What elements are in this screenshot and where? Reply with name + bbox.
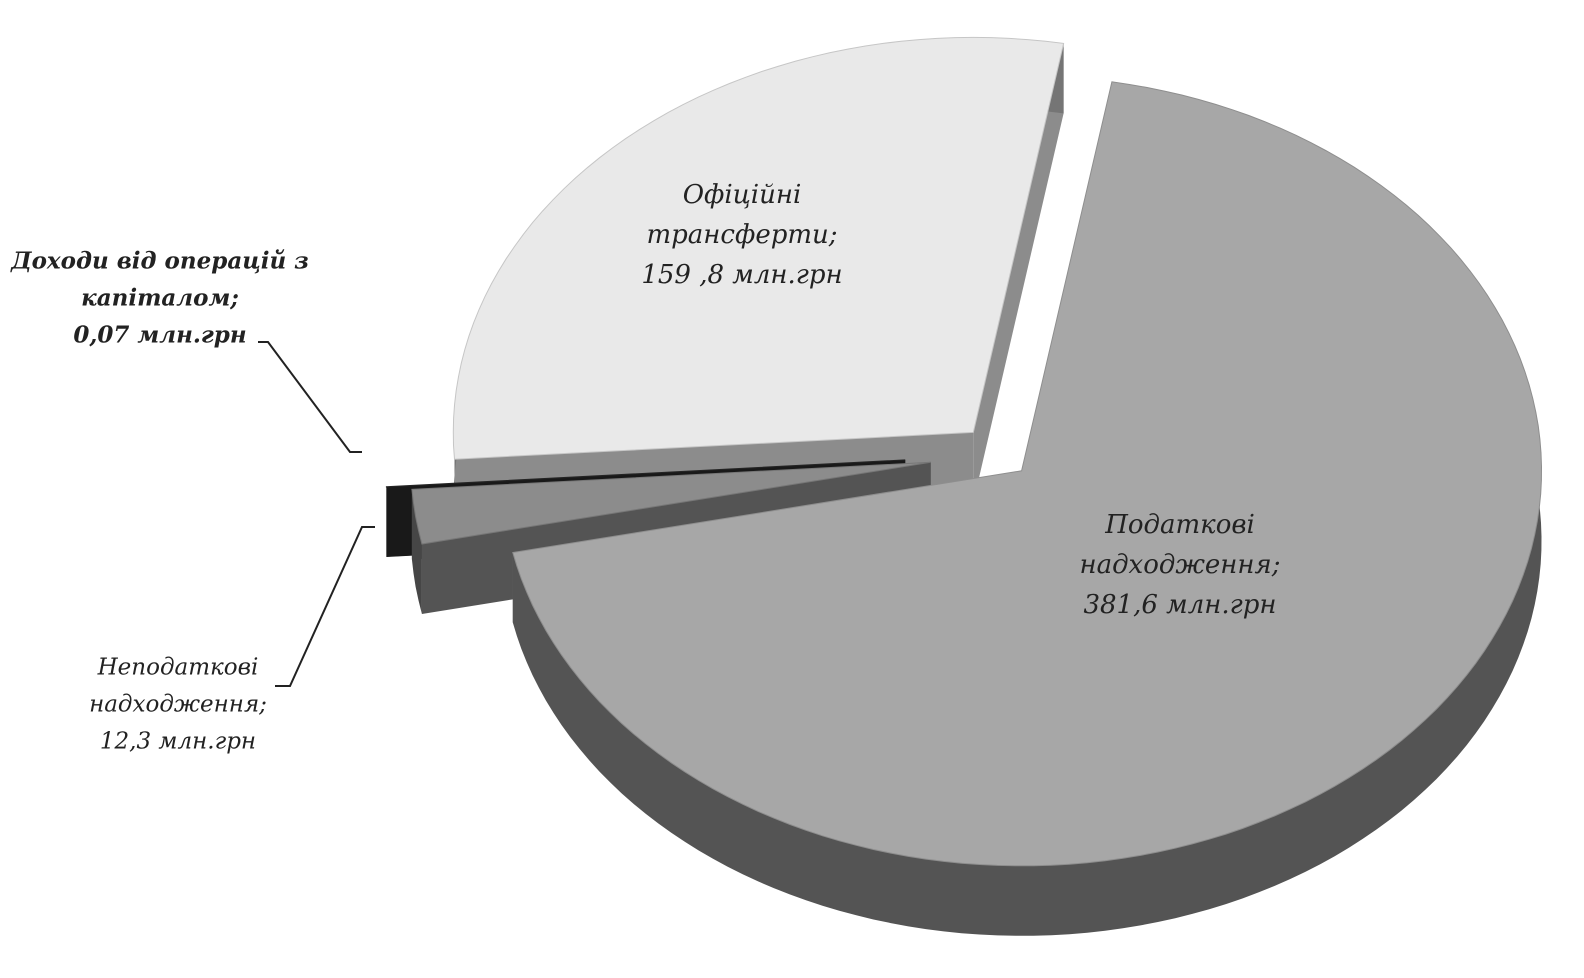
slice-wall xyxy=(973,43,1064,503)
category-label: Доходи від операцій з капіталом; xyxy=(11,247,309,312)
slice-label: Офіційні трансферти; 159 ,8 млн.грн xyxy=(612,175,872,295)
slice-label: Доходи від операцій з капіталом; 0,07 мл… xyxy=(0,243,325,354)
slice xyxy=(411,461,931,545)
slices xyxy=(385,36,1543,936)
category-label: Податкові надходження; xyxy=(1079,510,1281,580)
slice-label: Неподаткові надходження; 12,3 млн.грн xyxy=(48,650,308,761)
slice xyxy=(385,459,906,488)
slice-label: Податкові надходження; 381,6 млн.грн xyxy=(1030,505,1330,625)
leader-line xyxy=(275,526,375,687)
value-label: 12,3 млн.грн xyxy=(99,728,257,755)
value-label: 381,6 млн.грн xyxy=(1083,590,1277,620)
category-label: Неподаткові надходження; xyxy=(89,654,267,718)
slice-side xyxy=(411,489,422,614)
slice xyxy=(452,36,1065,460)
value-label: 159 ,8 млн.грн xyxy=(641,260,843,290)
category-label: Офіційні трансферти; xyxy=(646,180,838,250)
slice xyxy=(512,81,1543,867)
leader-line xyxy=(258,341,362,453)
value-label: 0,07 млн.грн xyxy=(73,321,247,349)
